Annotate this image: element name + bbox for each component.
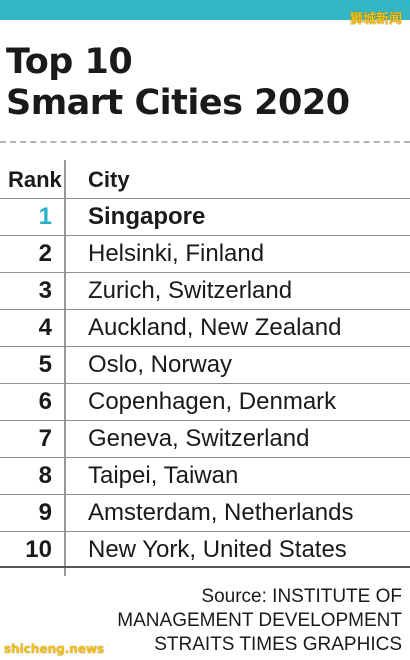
rank-cell: 1 xyxy=(38,203,52,230)
source-line-1: Source: INSTITUTE OF xyxy=(201,586,402,607)
city-cell: Amsterdam, Netherlands xyxy=(88,499,354,526)
ranking-table: 1 Singapore 2 Helsinki, Finland 3 Zurich… xyxy=(0,198,410,568)
table-row: 5 Oslo, Norway xyxy=(0,346,410,383)
rank-cell: 2 xyxy=(38,240,52,267)
top-accent-bar xyxy=(0,0,410,20)
table-row: 7 Geneva, Switzerland xyxy=(0,420,410,457)
table-row: 3 Zurich, Switzerland xyxy=(0,272,410,309)
city-cell: Zurich, Switzerland xyxy=(88,277,293,304)
city-cell: Auckland, New Zealand xyxy=(88,314,342,341)
table-row: 4 Auckland, New Zealand xyxy=(0,309,410,346)
table-row: 6 Copenhagen, Denmark xyxy=(0,383,410,420)
city-cell: Copenhagen, Denmark xyxy=(88,388,337,415)
column-header-rank: Rank xyxy=(8,167,62,192)
city-cell: New York, United States xyxy=(88,536,347,563)
table-row: 10 New York, United States xyxy=(0,531,410,568)
watermark-logo-top: 狮城新闻 xyxy=(349,12,402,27)
source-line-3: STRAITS TIMES GRAPHICS xyxy=(154,634,402,655)
rank-cell: 7 xyxy=(38,425,52,452)
rank-cell: 10 xyxy=(25,536,52,563)
table-row: 2 Helsinki, Finland xyxy=(0,235,410,272)
rank-cell: 4 xyxy=(38,314,52,341)
column-header-city: City xyxy=(88,167,130,192)
city-cell: Helsinki, Finland xyxy=(88,240,265,267)
table-row: 8 Taipei, Taiwan xyxy=(0,457,410,494)
dashed-divider xyxy=(0,141,410,143)
rank-cell: 9 xyxy=(38,499,52,526)
rank-cell: 3 xyxy=(38,277,52,304)
table-row: 1 Singapore xyxy=(0,198,410,235)
city-cell: Singapore xyxy=(88,203,206,230)
city-cell: Geneva, Switzerland xyxy=(88,425,310,452)
title-line-1: Top 10 xyxy=(6,42,133,82)
table-row: 9 Amsterdam, Netherlands xyxy=(0,494,410,531)
title-line-2: Smart Cities 2020 xyxy=(6,83,350,123)
page-title: Top 10 Smart Cities 2020 xyxy=(6,42,350,124)
city-cell: Oslo, Norway xyxy=(88,351,233,378)
rank-cell: 6 xyxy=(38,388,52,415)
rank-cell: 5 xyxy=(38,351,52,378)
column-divider xyxy=(64,160,66,576)
source-line-2: MANAGEMENT DEVELOPMENT xyxy=(117,610,402,631)
source-credit: Source: INSTITUTE OF MANAGEMENT DEVELOPM… xyxy=(117,585,402,657)
watermark-logo-bottom: shicheng.news xyxy=(4,642,105,656)
city-cell: Taipei, Taiwan xyxy=(88,462,239,489)
rank-cell: 8 xyxy=(38,462,52,489)
